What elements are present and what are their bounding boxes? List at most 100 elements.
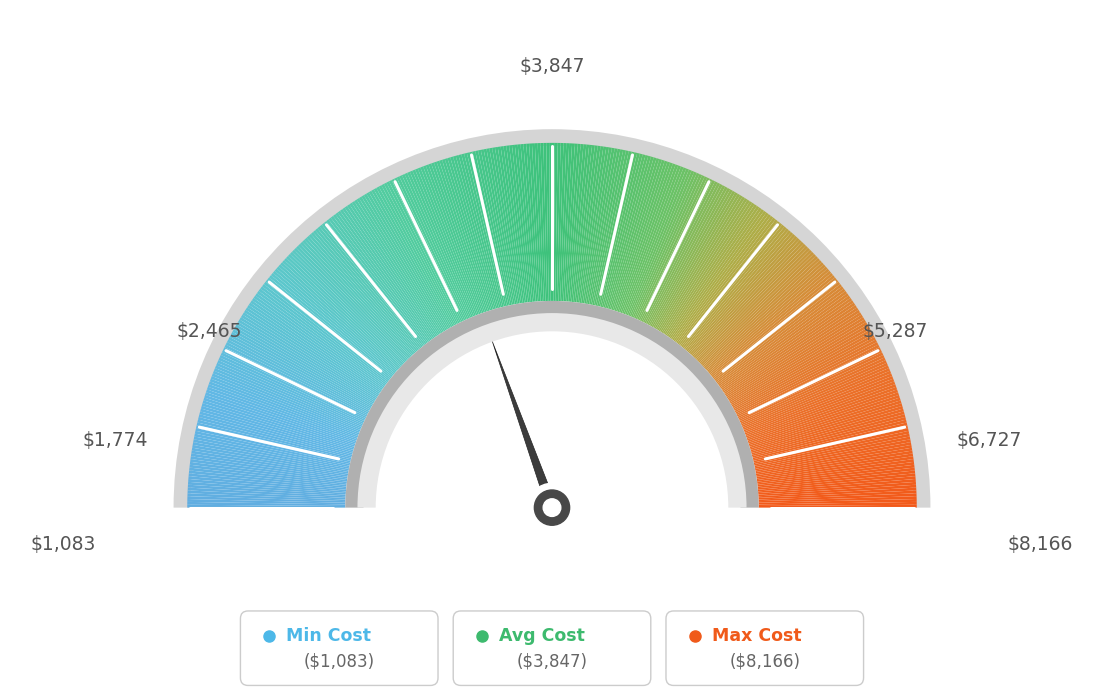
Wedge shape	[709, 270, 831, 375]
Wedge shape	[407, 172, 471, 318]
Wedge shape	[190, 459, 347, 482]
Wedge shape	[620, 164, 676, 313]
Wedge shape	[750, 403, 902, 450]
Wedge shape	[614, 160, 665, 311]
Wedge shape	[193, 440, 349, 471]
Wedge shape	[298, 244, 410, 359]
Wedge shape	[757, 459, 914, 482]
Wedge shape	[245, 307, 380, 395]
Wedge shape	[243, 312, 378, 398]
Wedge shape	[453, 156, 498, 308]
Wedge shape	[192, 448, 348, 475]
Wedge shape	[321, 223, 423, 347]
Wedge shape	[702, 258, 820, 367]
Wedge shape	[262, 284, 389, 382]
Wedge shape	[741, 360, 887, 426]
Wedge shape	[732, 329, 872, 408]
Wedge shape	[315, 228, 420, 351]
Wedge shape	[323, 221, 424, 346]
Text: $6,727: $6,727	[956, 431, 1021, 451]
Wedge shape	[595, 151, 631, 306]
Wedge shape	[716, 286, 843, 384]
Wedge shape	[213, 371, 360, 431]
Wedge shape	[583, 147, 609, 304]
Wedge shape	[417, 168, 477, 315]
Wedge shape	[467, 152, 506, 306]
Wedge shape	[736, 342, 879, 415]
Wedge shape	[203, 397, 354, 447]
Wedge shape	[273, 270, 395, 375]
Wedge shape	[229, 337, 370, 413]
Wedge shape	[586, 148, 615, 304]
Wedge shape	[758, 505, 916, 508]
Wedge shape	[735, 339, 877, 414]
Wedge shape	[384, 183, 458, 324]
Wedge shape	[261, 286, 388, 384]
Text: $2,465: $2,465	[177, 322, 242, 341]
Text: $5,287: $5,287	[862, 322, 927, 341]
Wedge shape	[725, 310, 860, 397]
Wedge shape	[650, 186, 728, 326]
Wedge shape	[649, 185, 725, 326]
Wedge shape	[591, 149, 623, 305]
Wedge shape	[752, 417, 906, 457]
Wedge shape	[400, 175, 467, 320]
Wedge shape	[719, 293, 849, 388]
Wedge shape	[616, 161, 668, 312]
Wedge shape	[617, 161, 670, 312]
Wedge shape	[758, 476, 915, 491]
Wedge shape	[676, 216, 773, 344]
Wedge shape	[541, 143, 548, 301]
Text: Min Cost: Min Cost	[286, 627, 371, 645]
Wedge shape	[757, 462, 914, 483]
Wedge shape	[193, 437, 349, 469]
Wedge shape	[221, 353, 365, 421]
Wedge shape	[258, 288, 386, 385]
Wedge shape	[609, 157, 657, 310]
Wedge shape	[293, 250, 406, 363]
Wedge shape	[744, 371, 891, 431]
Wedge shape	[684, 228, 789, 351]
Wedge shape	[300, 241, 411, 358]
Wedge shape	[357, 198, 443, 333]
Wedge shape	[708, 268, 829, 373]
Wedge shape	[426, 164, 482, 314]
Wedge shape	[573, 145, 592, 302]
Wedge shape	[456, 155, 499, 308]
Wedge shape	[276, 266, 397, 372]
Wedge shape	[704, 262, 824, 370]
Wedge shape	[638, 177, 708, 321]
Wedge shape	[703, 260, 821, 368]
Wedge shape	[730, 322, 868, 404]
Wedge shape	[757, 473, 915, 490]
Wedge shape	[707, 266, 828, 372]
Wedge shape	[556, 143, 563, 301]
Wedge shape	[636, 174, 702, 319]
Wedge shape	[428, 164, 484, 313]
Wedge shape	[342, 208, 435, 339]
Wedge shape	[364, 194, 447, 331]
Wedge shape	[197, 422, 351, 461]
Wedge shape	[361, 195, 445, 331]
Wedge shape	[710, 273, 834, 376]
Wedge shape	[478, 150, 511, 305]
Wedge shape	[682, 225, 785, 348]
Wedge shape	[758, 493, 916, 501]
Wedge shape	[668, 206, 760, 337]
Wedge shape	[700, 254, 816, 365]
Wedge shape	[680, 221, 781, 346]
Wedge shape	[742, 363, 888, 427]
Wedge shape	[751, 406, 903, 451]
Wedge shape	[284, 258, 402, 367]
Wedge shape	[199, 414, 352, 456]
Wedge shape	[346, 301, 758, 508]
Wedge shape	[546, 143, 551, 301]
Wedge shape	[746, 382, 895, 437]
Wedge shape	[645, 181, 718, 324]
Wedge shape	[529, 144, 541, 302]
Wedge shape	[643, 180, 715, 323]
Wedge shape	[731, 324, 869, 405]
Wedge shape	[436, 161, 488, 312]
Wedge shape	[756, 451, 913, 477]
Wedge shape	[688, 232, 793, 353]
